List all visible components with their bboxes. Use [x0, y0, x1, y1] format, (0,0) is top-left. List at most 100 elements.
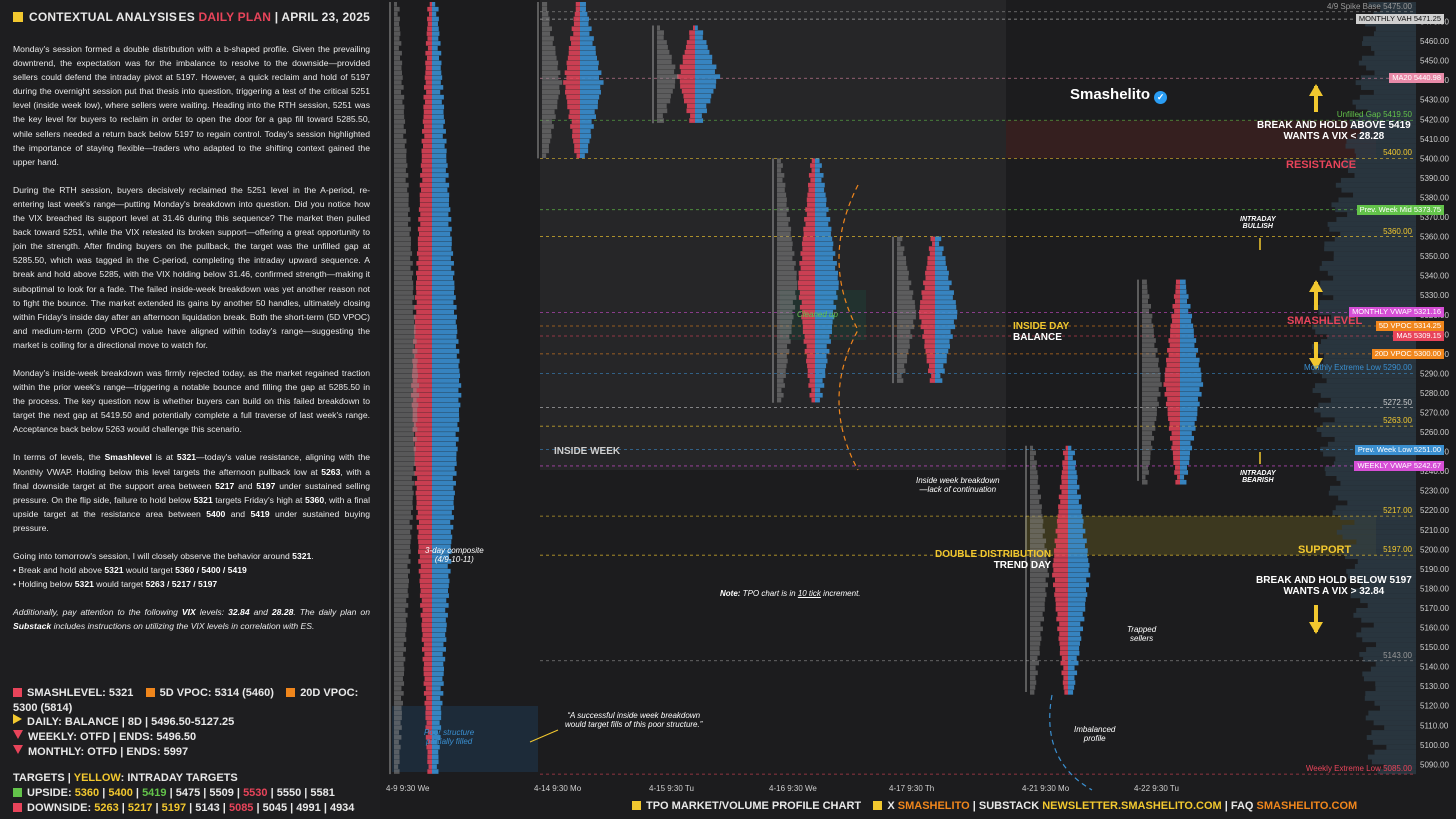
tpo-bar-red: [1054, 577, 1068, 583]
tpo-bar-red: [575, 6, 580, 12]
tpo-bar-red: [922, 295, 935, 300]
tpo-bar-red: [810, 177, 815, 183]
tpo-bar-blue: [935, 300, 956, 305]
volume-profile-bar: [1350, 593, 1416, 599]
tpo-letter-block: [777, 251, 795, 256]
tpo-bar-red: [1061, 470, 1068, 475]
tpo-letter-block: [394, 290, 413, 295]
tpo-letter-block: [394, 251, 413, 256]
tpo-bar-blue: [432, 2, 436, 7]
tpo-bar-red: [1059, 621, 1068, 627]
tpo-bar-red: [428, 764, 432, 769]
tpo-letter-block: [1142, 372, 1161, 378]
tpo-bar-blue: [1068, 450, 1075, 456]
tpo-bar-blue: [432, 143, 445, 149]
tpo-letter-block: [394, 45, 399, 51]
tpo-bar-red: [1172, 318, 1180, 324]
volume-profile-bar: [1366, 647, 1416, 652]
tpo-letter-block: [394, 417, 418, 422]
tpo-bar-blue: [815, 202, 827, 207]
tpo-bar-blue: [1180, 377, 1202, 382]
panel-header: CONTEXTUAL ANALYSIS ES DAILY PLAN | APRI…: [13, 10, 370, 28]
daily-triangle-icon: [13, 714, 22, 724]
tpo-letter-block: [1142, 401, 1159, 407]
tpo-bar-red: [427, 26, 432, 32]
tpo-bar-red: [689, 30, 695, 35]
tpo-bar-red: [415, 285, 432, 291]
tpo-bar-blue: [1068, 484, 1080, 490]
tpo-letter-block: [394, 720, 401, 725]
tpo-letter-block: [394, 432, 415, 437]
tpo-bar-blue: [815, 388, 821, 393]
tpo-bar-red: [1175, 289, 1180, 294]
tpo-bar-red: [692, 25, 695, 31]
tpo-bar-red: [807, 202, 815, 207]
tpo-bar-red: [412, 417, 432, 422]
tpo-letter-block: [777, 231, 791, 237]
tpo-bar-blue: [1068, 509, 1082, 514]
footer-faq-link[interactable]: SMASHELITO.COM: [1256, 800, 1358, 812]
tpo-bar-blue: [432, 568, 451, 574]
tpo-letter-block: [1030, 489, 1038, 495]
tpo-bar-red: [421, 138, 432, 144]
volume-profile-bar: [1320, 392, 1416, 398]
tpo-letter-block: [394, 749, 400, 755]
volume-profile-bar: [1367, 109, 1416, 115]
tpo-bar-blue: [580, 129, 591, 134]
tpo-letter-block: [897, 339, 910, 344]
tpo-bar-blue: [935, 344, 950, 349]
tpo-bar-red: [1052, 563, 1068, 568]
tpo-bar-red: [416, 309, 432, 315]
tpo-bar-blue: [432, 6, 439, 12]
tpo-bar-red: [427, 769, 432, 774]
tpo-bar-blue: [432, 691, 444, 696]
downside-level: | 5045 | 4991 | 4934: [253, 802, 355, 814]
tpo-bar-blue: [432, 471, 457, 476]
tpo-bar-red: [424, 676, 432, 681]
footer-x-link[interactable]: SMASHELITO: [897, 800, 970, 812]
tpo-letter-block: [394, 344, 415, 349]
tpo-bar-red: [1063, 675, 1068, 681]
tpo-letter-block: [1030, 597, 1046, 602]
tpo-bar-red: [1168, 352, 1180, 358]
tpo-bar-red: [426, 55, 432, 61]
price-tick-label: 5370.00: [1420, 213, 1449, 222]
tpo-bar-red: [418, 559, 432, 564]
tpo-bar-red: [427, 754, 432, 760]
tpo-bar-blue: [695, 103, 707, 109]
tpo-letter-block: [897, 256, 907, 261]
tpo-letter-block: [777, 207, 789, 212]
tpo-bar-blue: [1068, 479, 1077, 485]
tpo-letter-block: [657, 64, 676, 70]
tpo-bar-red: [799, 304, 815, 310]
tpo-letter-block: [542, 124, 554, 129]
tpo-letter-block: [394, 207, 410, 212]
tpo-bar-red: [423, 642, 432, 647]
tpo-bar-blue: [432, 656, 446, 662]
tpo-bar-blue: [432, 583, 449, 589]
tpo-bar-red: [1174, 299, 1180, 304]
tpo-letter-block: [394, 612, 408, 618]
tpo-bar-red: [689, 118, 695, 123]
tpo-letter-block: [394, 163, 408, 168]
tpo-letter-block: [394, 598, 407, 603]
volume-profile-bar: [1312, 324, 1416, 330]
tpo-letter-block: [394, 104, 405, 110]
footer-substack-link[interactable]: NEWSLETTER.SMASHELITO.COM: [1042, 800, 1222, 812]
tpo-letter-block: [777, 304, 796, 310]
tpo-bar-blue: [432, 295, 456, 300]
tpo-bar-red: [806, 358, 815, 364]
tpo-bar-blue: [935, 246, 944, 251]
tpo-bar-blue: [1068, 636, 1082, 641]
price-tick-label: 5460.00: [1420, 37, 1449, 46]
tpo-bar-blue: [1068, 514, 1083, 519]
tpo-bar-red: [419, 578, 432, 584]
tpo-bar-blue: [432, 476, 453, 481]
tpo-bar-blue: [432, 505, 455, 510]
volume-profile-bar: [1375, 681, 1416, 687]
tpo-bar-blue: [432, 627, 447, 633]
tpo-bar-blue: [1180, 279, 1186, 285]
tpo-letter-block: [394, 490, 414, 496]
volume-profile-bar: [1353, 612, 1416, 618]
tpo-chart[interactable]: 5470.005460.005450.005440.005430.005420.…: [380, 0, 1456, 819]
